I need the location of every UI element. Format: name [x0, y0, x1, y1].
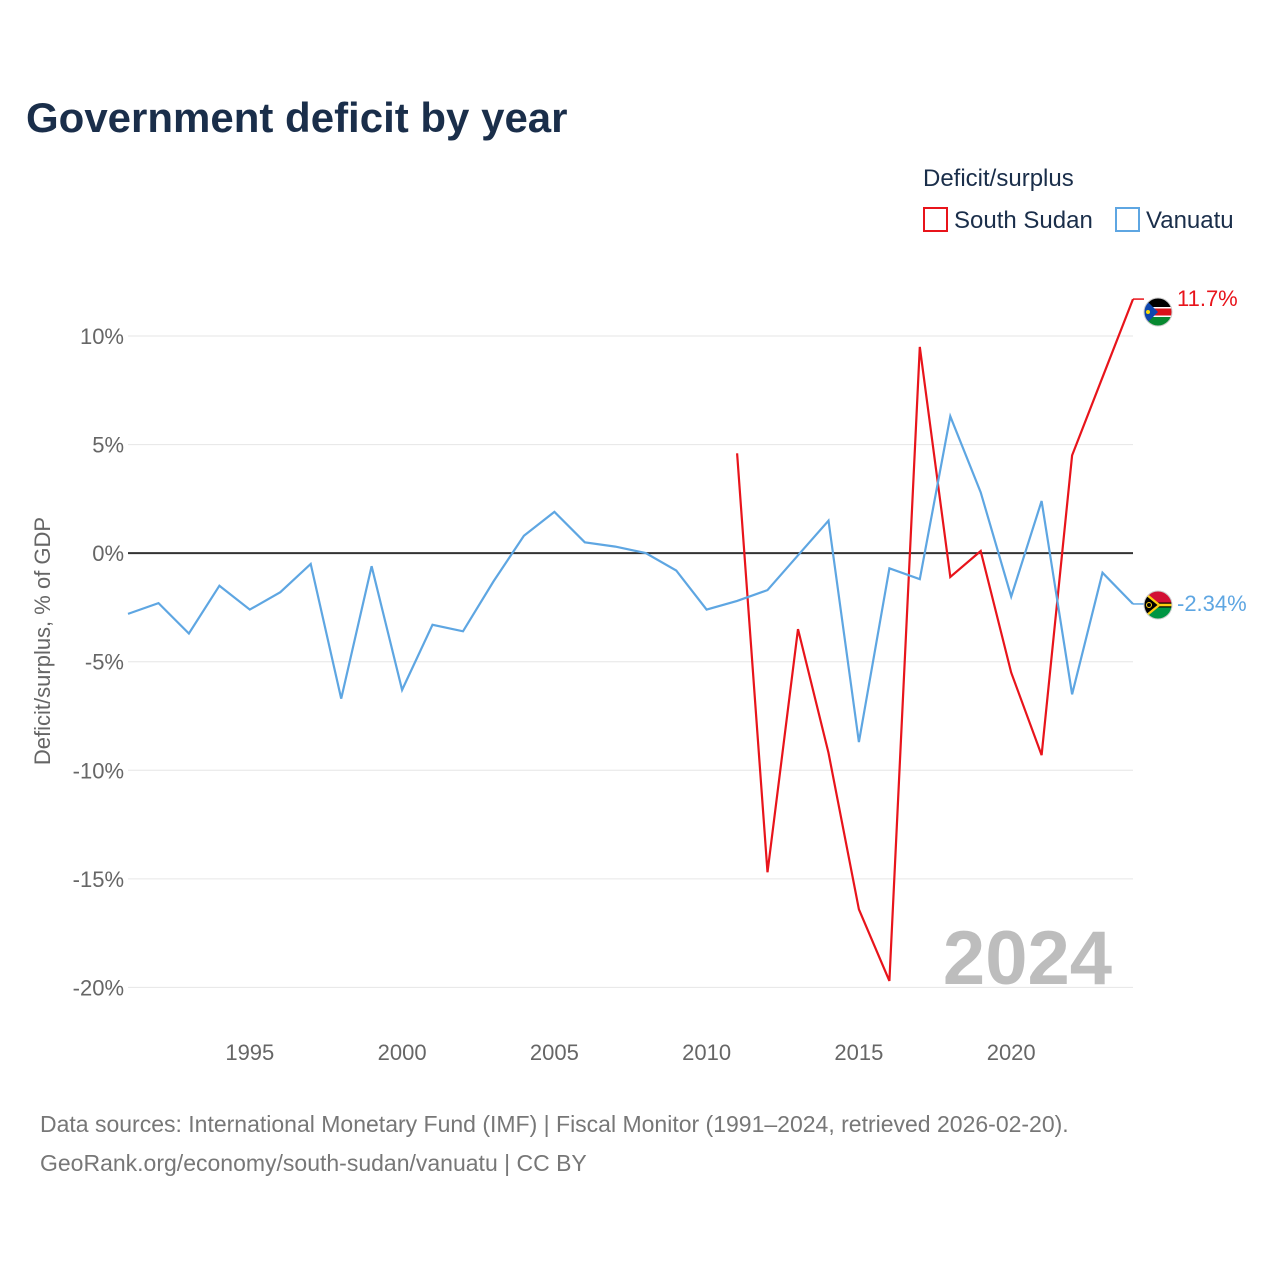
source-note: Data sources: International Monetary Fun…	[40, 1111, 1069, 1137]
x-tick-label-2020: 2020	[987, 1040, 1036, 1065]
y-axis-label: Deficit/surplus, % of GDP	[30, 517, 55, 765]
series-endpoints: 11.7% -2.34%	[1133, 286, 1247, 616]
y-ticks: 10% 5% 0% -5% -10% -15% -20%	[73, 324, 124, 1000]
legend-item-vanuatu[interactable]: Vanuatu	[1115, 207, 1234, 234]
legend: Deficit/surplus South Sudan Vanuatu	[923, 165, 1234, 234]
credit-note[interactable]: GeoRank.org/economy/south-sudan/vanuatu …	[40, 1150, 587, 1176]
y-tick-label-0: 0%	[92, 541, 124, 566]
vanuatu-flag-border	[1143, 590, 1173, 620]
y-tick-label-10: -10%	[73, 758, 124, 783]
legend-swatch-vanuatu	[1115, 207, 1140, 232]
chart-title: Government deficit by year	[26, 94, 568, 141]
south-sudan-flag-border	[1143, 297, 1173, 327]
vanuatu-flag-icon	[1144, 591, 1172, 619]
south-sudan-flag-icon	[1144, 298, 1172, 326]
y-tick-label-15: -15%	[73, 867, 124, 892]
y-tick-label-5: 5%	[92, 433, 124, 458]
legend-title: Deficit/surplus	[923, 165, 1074, 192]
x-tick-label-2015: 2015	[834, 1040, 883, 1065]
end-value-label-south-sudan: 11.7%	[1177, 286, 1238, 311]
y-tick-label-20: -20%	[73, 975, 124, 1000]
series-line-south-sudan[interactable]	[736, 298, 1135, 982]
current-year-watermark: 2024	[943, 916, 1112, 1001]
x-tick-label-1995: 1995	[225, 1040, 274, 1065]
end-value-label-vanuatu: -2.34%	[1177, 591, 1247, 616]
legend-label-south-sudan: South Sudan	[954, 207, 1093, 234]
series-lines	[127, 298, 1135, 982]
legend-item-south-sudan[interactable]: South Sudan	[923, 207, 1093, 234]
legend-swatch-south-sudan	[923, 207, 948, 232]
y-tick-label-5: -5%	[85, 650, 124, 675]
y-tick-label-10: 10%	[80, 324, 124, 349]
legend-label-vanuatu: Vanuatu	[1146, 207, 1234, 234]
x-tick-label-2000: 2000	[378, 1040, 427, 1065]
gridlines	[128, 335, 1133, 988]
x-tick-label-2010: 2010	[682, 1040, 731, 1065]
x-ticks: 1995 2000 2005 2010 2015 2020	[225, 1040, 1035, 1065]
series-line-vanuatu[interactable]	[127, 412, 1134, 743]
x-tick-label-2005: 2005	[530, 1040, 579, 1065]
